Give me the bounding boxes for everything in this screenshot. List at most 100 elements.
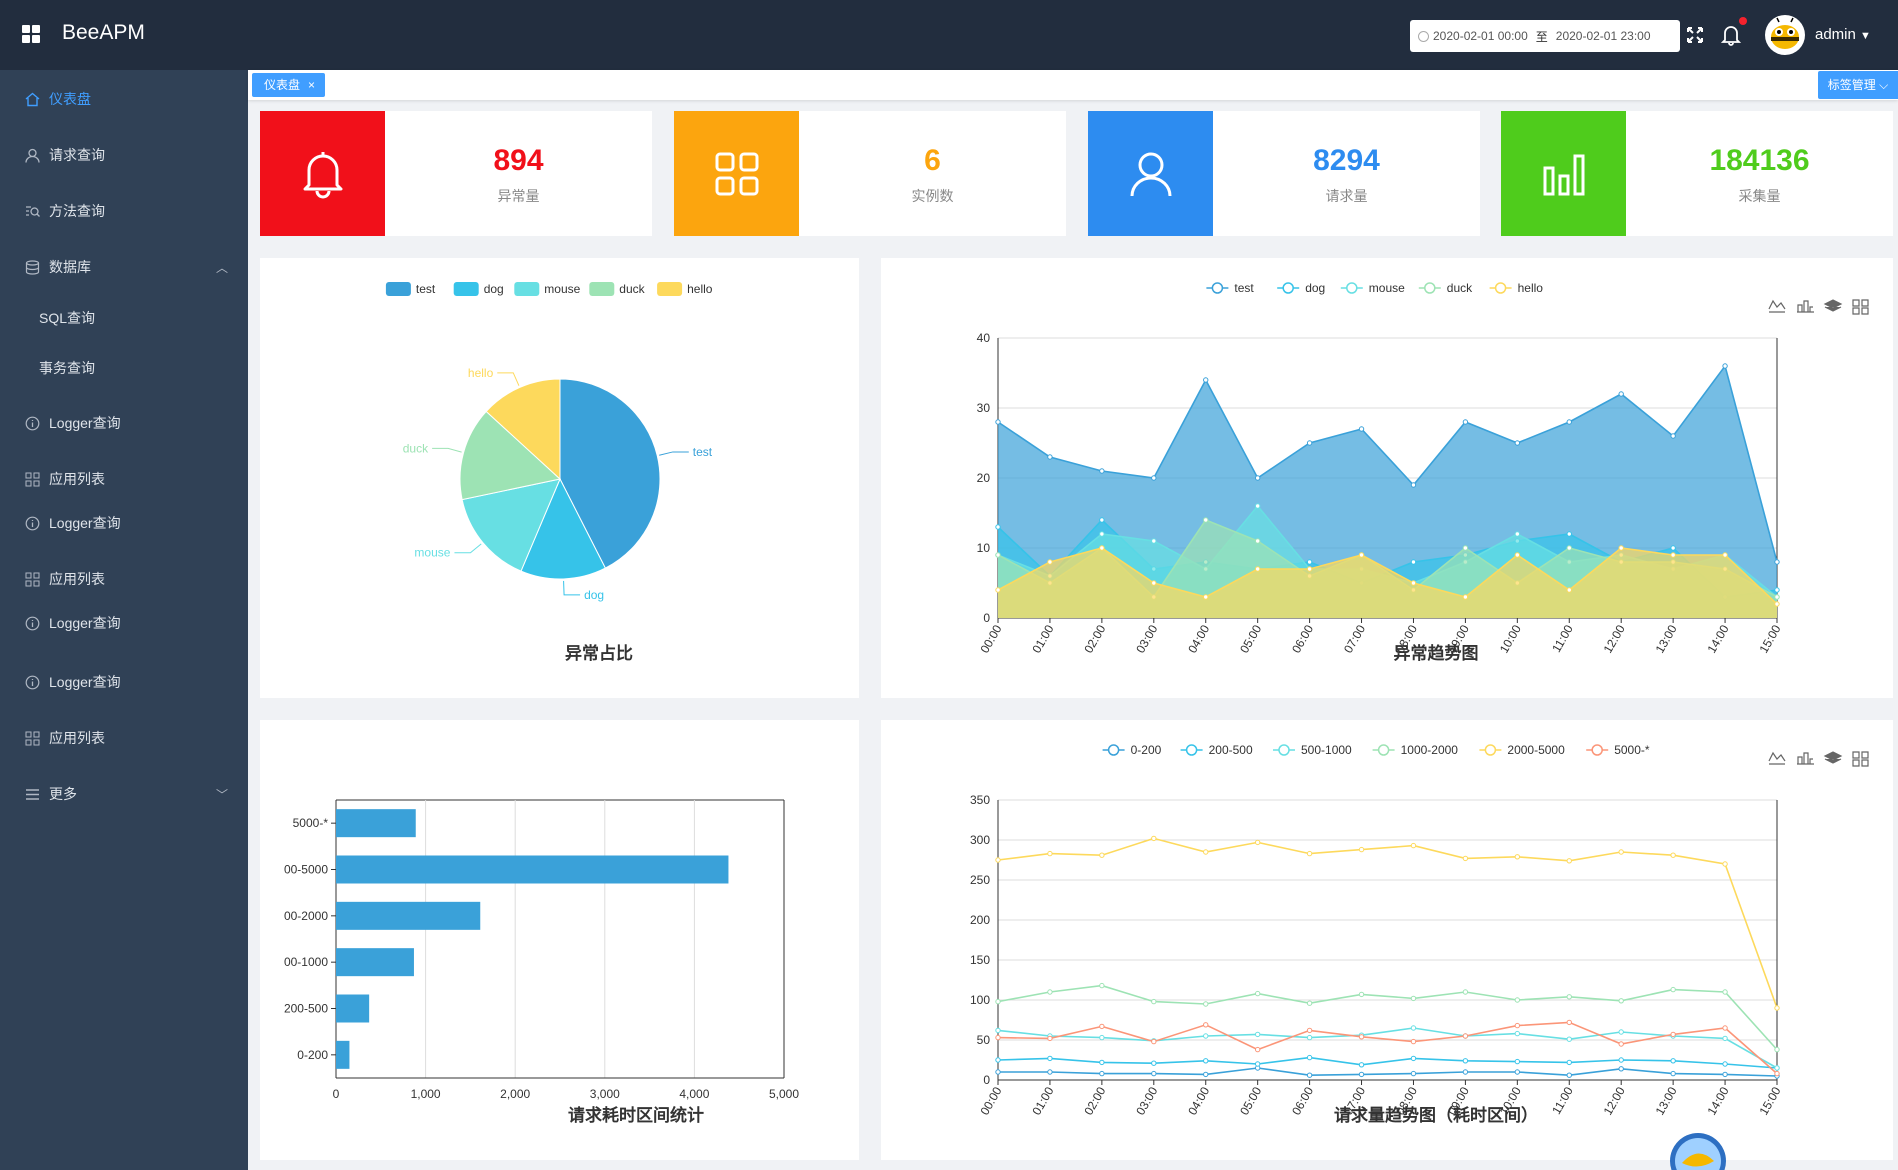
data-point xyxy=(1670,1070,1676,1077)
data-point xyxy=(1566,858,1572,864)
data-point xyxy=(1203,849,1209,855)
sidebar-item-more[interactable]: 更多 ﹀ xyxy=(0,774,248,814)
menu-icon xyxy=(24,786,40,802)
data-point xyxy=(1358,1034,1365,1040)
legend-label: mouse xyxy=(544,282,580,296)
tag-manage-button[interactable]: 标签管理 ⌵ xyxy=(1818,71,1898,99)
date-range-picker[interactable]: 2020-02-01 00:00 至 2020-02-01 23:00 xyxy=(1410,20,1680,52)
data-point xyxy=(1618,1029,1624,1035)
sidebar-item-transaction-query[interactable]: 事务查询 xyxy=(0,348,248,388)
data-point xyxy=(1254,1031,1261,1038)
y-tick-label: 5000-* xyxy=(293,816,329,830)
x-tick-label: 05:00 xyxy=(1237,622,1264,655)
request-trend-chart[interactable]: 0-200 200-500 500-1000 1000-2000 2000-5000 50… xyxy=(881,720,1893,1160)
close-icon[interactable]: × xyxy=(308,78,316,92)
data-point xyxy=(1151,580,1157,586)
latency-bar-chart[interactable]: 0 1,000 2,000 3,000 4,000 5,000 0-200 200-500 00… xyxy=(260,720,859,1160)
fullscreen-icon[interactable] xyxy=(1686,26,1704,44)
data-point xyxy=(1722,1025,1728,1031)
stat-icon-box xyxy=(1501,111,1626,236)
tag-dashboard[interactable]: 仪表盘 × xyxy=(252,73,326,97)
sidebar-item-logger-query[interactable]: Logger查询 xyxy=(0,403,248,443)
date-start[interactable]: 2020-02-01 00:00 xyxy=(1433,29,1528,43)
grid-icon xyxy=(24,571,40,587)
y-tick-label: 50 xyxy=(977,1033,991,1047)
sidebar-item-app-list[interactable]: 应用列表 xyxy=(0,718,248,758)
data-point xyxy=(1151,1038,1157,1045)
user-menu[interactable]: admin ▼ xyxy=(1815,26,1871,43)
y-tick-label: 00-1000 xyxy=(284,955,328,969)
avatar[interactable] xyxy=(1765,15,1805,55)
data-point xyxy=(1099,468,1105,474)
grid-icon xyxy=(24,471,40,487)
data-point xyxy=(1410,1070,1417,1077)
chart-title: 请求耗时区间统计 xyxy=(568,1105,704,1125)
x-tick-label: 14:00 xyxy=(1705,1084,1732,1117)
sidebar-item-app-list[interactable]: 应用列表 xyxy=(0,559,248,599)
info-icon xyxy=(24,674,40,690)
legend-marker xyxy=(1346,282,1358,294)
sidebar-item-app-list[interactable]: 应用列表 xyxy=(0,459,248,499)
data-point xyxy=(1462,1033,1469,1039)
legend-marker xyxy=(1494,282,1507,294)
data-point xyxy=(1722,552,1728,558)
data-point xyxy=(1462,545,1469,551)
stat-card-collected[interactable]: 184136 采集量 xyxy=(1501,111,1893,236)
exception-pie-chart[interactable]: test dog mouse duck hello test dog mouse duck hel… xyxy=(260,258,859,698)
stat-card-instances[interactable]: 6 实例数 xyxy=(674,111,1066,236)
data-point xyxy=(1047,1069,1053,1075)
toolbox xyxy=(1768,299,1869,315)
stat-value: 6 xyxy=(924,144,941,177)
sidebar-item-logger-query[interactable]: Logger查询 xyxy=(0,603,248,643)
sidebar-item-sql-query[interactable]: SQL查询 xyxy=(0,298,248,338)
sidebar-item-request-query[interactable]: 请求查询 xyxy=(0,135,248,175)
pie-slice xyxy=(559,378,661,569)
sidebar-item-method-query[interactable]: 方法查询 xyxy=(0,191,248,231)
data-point xyxy=(1254,538,1261,544)
notification-bell-icon[interactable] xyxy=(1721,24,1741,46)
bell-icon xyxy=(303,151,342,198)
data-point xyxy=(995,524,1001,530)
data-point xyxy=(1618,1041,1624,1047)
x-tick-label: 02:00 xyxy=(1081,622,1108,655)
legend-label: 2000-5000 xyxy=(1507,743,1565,757)
data-point xyxy=(1203,517,1209,523)
legend-label: 500-1000 xyxy=(1301,743,1352,757)
pie-label: mouse xyxy=(414,546,450,560)
tile-toggle-icon xyxy=(1852,299,1869,315)
date-end[interactable]: 2020-02-01 23:00 xyxy=(1555,29,1651,43)
data-point xyxy=(1566,1019,1572,1026)
tag-label: 仪表盘 xyxy=(264,78,301,92)
y-tick-label: 00-5000 xyxy=(284,863,328,877)
sidebar-item-logger-query[interactable]: Logger查询 xyxy=(0,662,248,702)
data-point xyxy=(1670,545,1676,551)
exception-trend-chart[interactable]: test dog mouse duck hello 0 10 20 30 40 00:00 01:00… xyxy=(881,258,1893,698)
sidebar-item-logger-query[interactable]: Logger查询 xyxy=(0,503,248,543)
y-tick-label: 100 xyxy=(970,993,990,1007)
data-point xyxy=(1306,1027,1313,1034)
sidebar-item-database[interactable]: 数据库 ︿ xyxy=(0,247,248,287)
date-separator: 至 xyxy=(1535,29,1548,44)
legend-label: 5000-* xyxy=(1614,743,1650,757)
data-point xyxy=(1774,1070,1780,1077)
series-line xyxy=(997,1027,1778,1069)
data-point xyxy=(1410,482,1417,488)
stat-card-exceptions[interactable]: 894 异常量 xyxy=(260,111,652,236)
data-point xyxy=(995,587,1001,593)
data-point xyxy=(995,1034,1001,1041)
mascot-icon[interactable] xyxy=(1668,1131,1728,1170)
series-line xyxy=(998,1067,1778,1077)
sidebar-item-dashboard[interactable]: 仪表盘 xyxy=(0,79,248,119)
legend-label: 0-200 xyxy=(1131,743,1162,757)
data-point xyxy=(1410,1055,1417,1062)
top-header: BeeAPM 2020-02-01 00:00 至 2020-02-01 23:… xyxy=(0,0,1898,70)
stat-card-requests[interactable]: 8294 请求量 xyxy=(1088,111,1480,236)
panel-request-trend: 0-200 200-500 500-1000 1000-2000 2000-5000 50… xyxy=(881,720,1893,1160)
data-point xyxy=(995,1027,1001,1034)
apps-grid-icon[interactable] xyxy=(22,25,40,43)
data-point xyxy=(1670,1031,1676,1038)
legend-label: test xyxy=(1234,281,1254,295)
legend-swatch xyxy=(514,282,540,296)
x-tick-label: 05:00 xyxy=(1237,1084,1264,1117)
legend-label: duck xyxy=(619,282,645,296)
